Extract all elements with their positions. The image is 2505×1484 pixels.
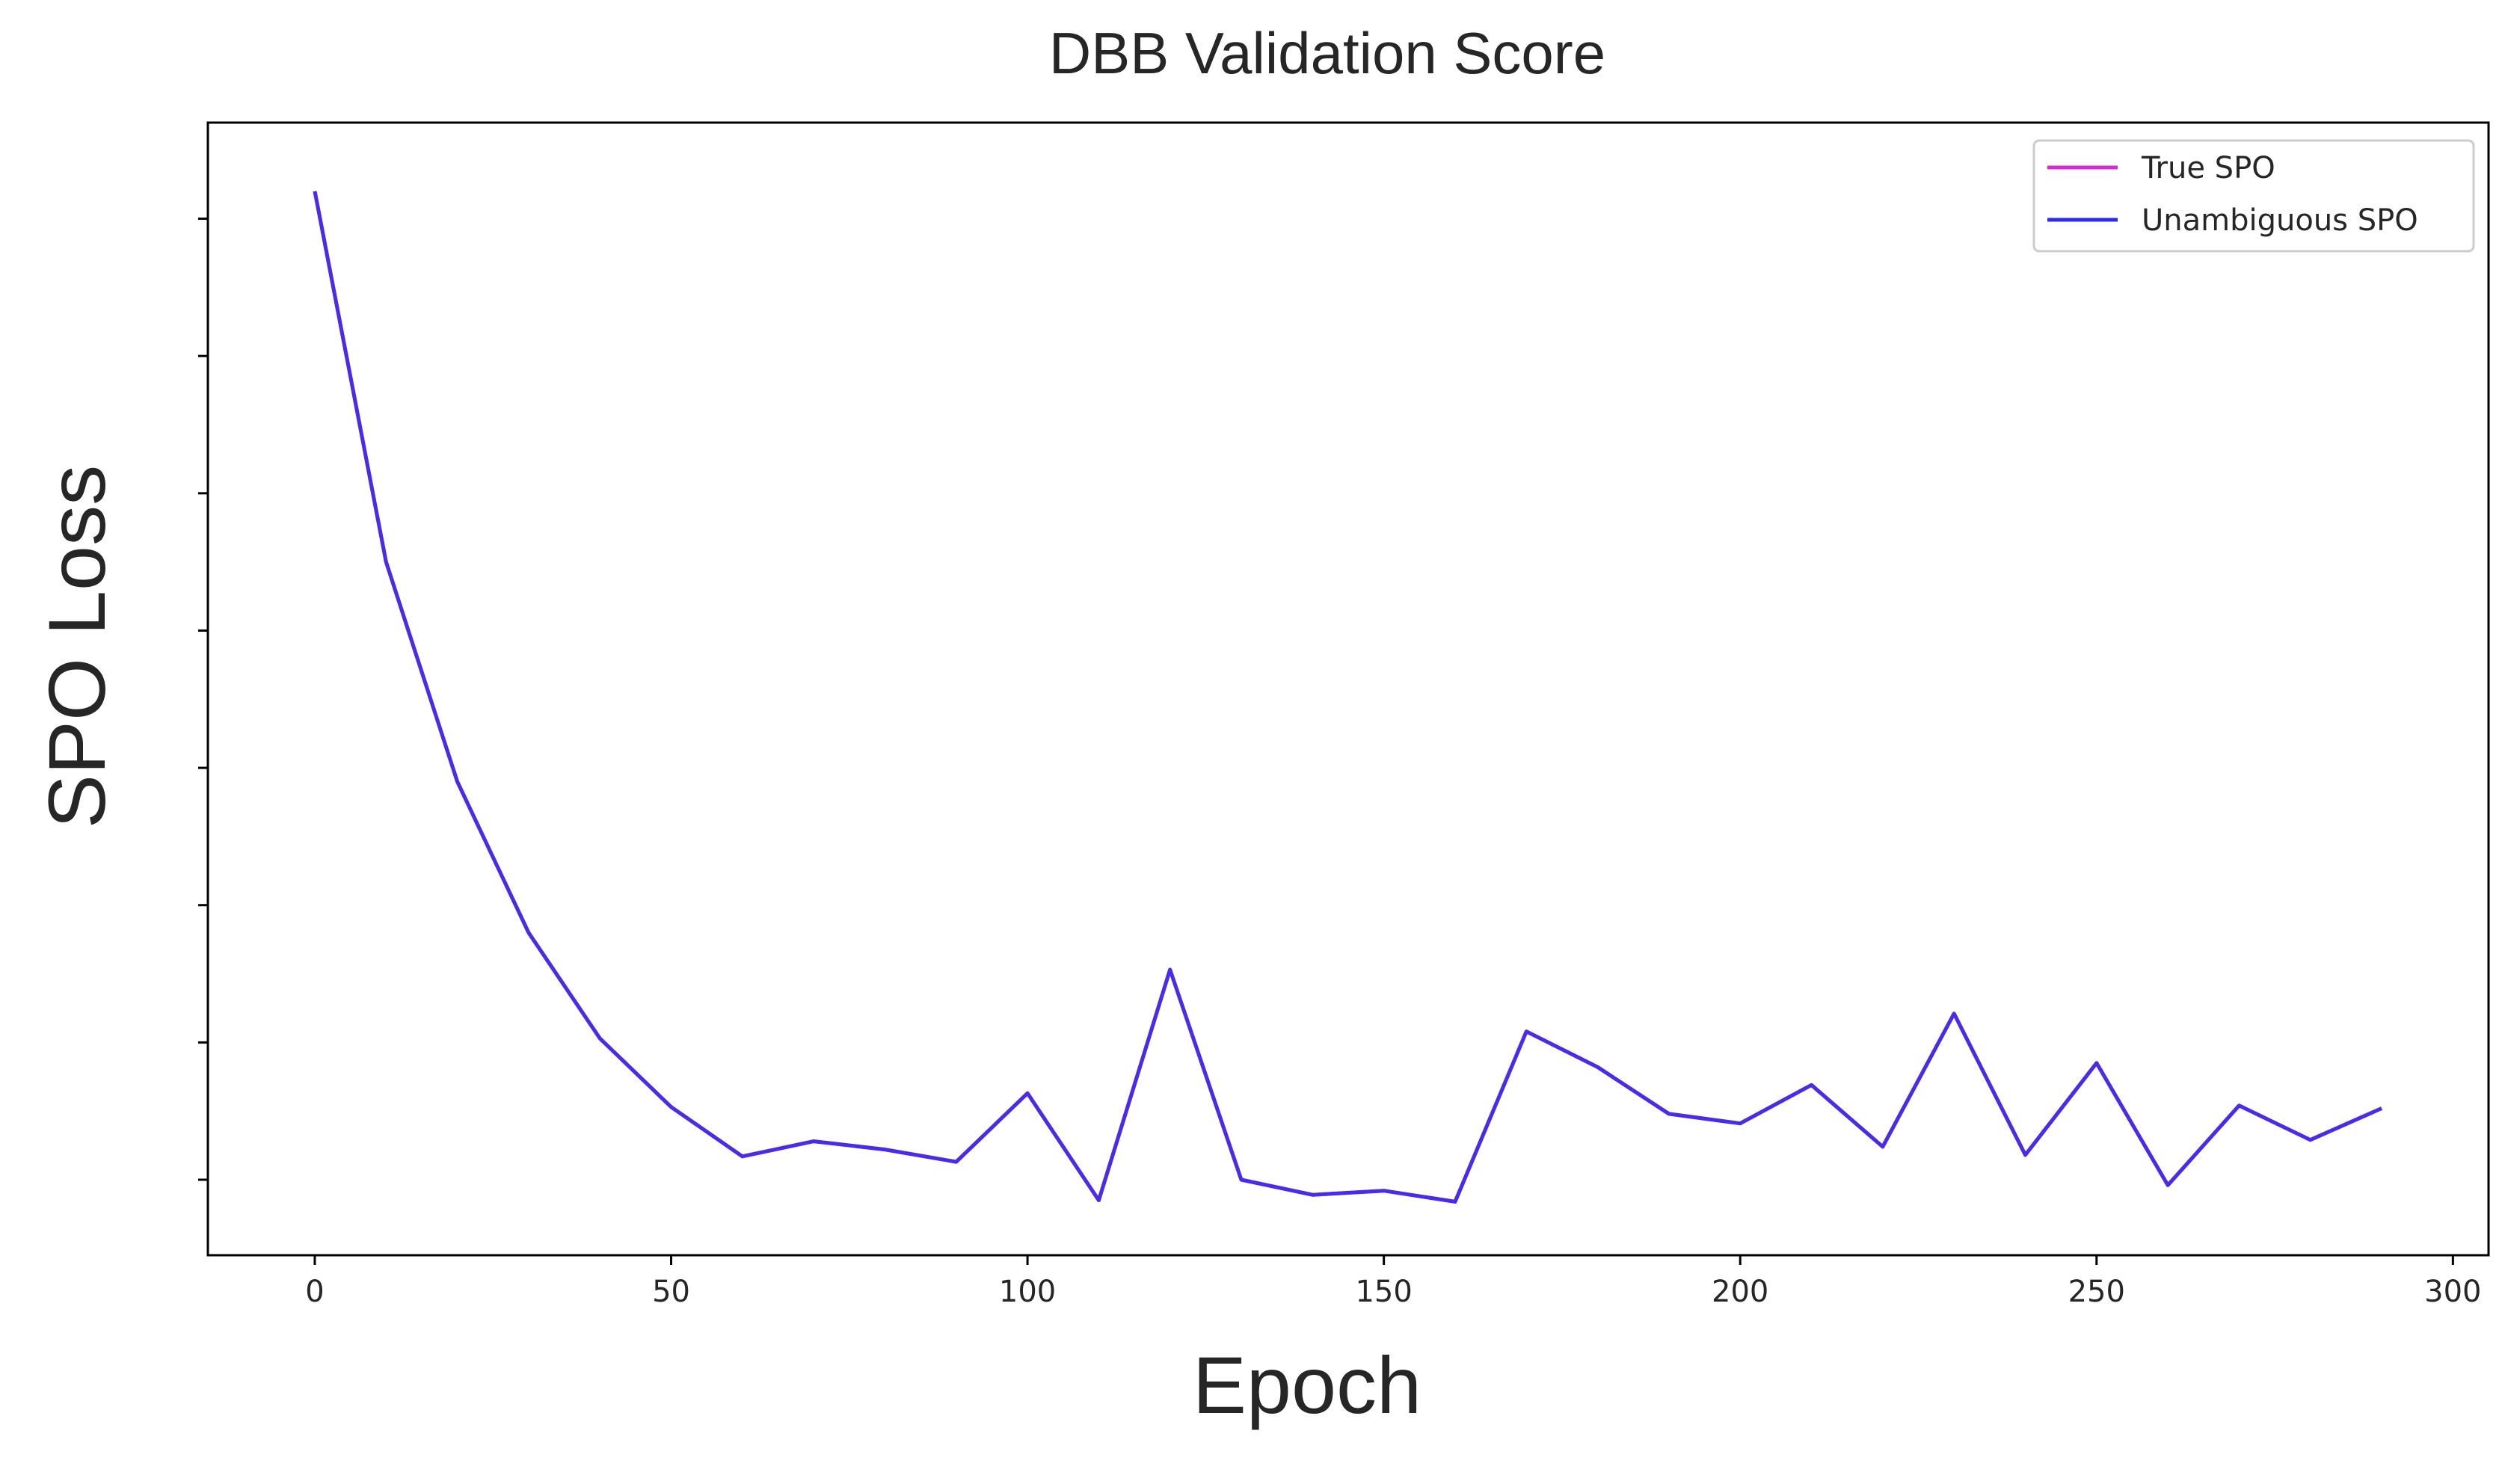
series-line-unambiguous-spo: [313, 191, 2383, 1204]
x-tick-label: 250: [2068, 1275, 2125, 1309]
legend-label-unambiguous-spo: Unambiguous SPO: [2142, 203, 2418, 238]
y-axis-label: SPO Loss: [31, 465, 122, 828]
x-tick-label: 0: [305, 1275, 324, 1309]
plot-frame: [206, 121, 2490, 1257]
x-tick-label: 50: [652, 1275, 690, 1309]
legend-label-true-spo: True SPO: [2141, 151, 2275, 185]
x-tick-label: 200: [1712, 1275, 1768, 1309]
plot-area: 0 50 100 150 200 250 300: [198, 121, 2490, 1309]
legend-frame: [2032, 139, 2475, 253]
x-tick-label: 100: [999, 1275, 1056, 1309]
series-lines: [313, 191, 2383, 1204]
x-axis-ticks: 0 50 100 150 200 250 300: [305, 1255, 2482, 1309]
x-tick-label: 300: [2424, 1275, 2481, 1309]
x-axis-label: Epoch: [1193, 1340, 1421, 1430]
legend: True SPO Unambiguous SPO: [2032, 139, 2475, 253]
x-tick-label: 150: [1355, 1275, 1412, 1309]
chart-title: DBB Validation Score: [1049, 20, 1605, 86]
y-axis-ticks: [198, 218, 208, 1181]
series-line-true-spo: [313, 191, 2383, 1204]
